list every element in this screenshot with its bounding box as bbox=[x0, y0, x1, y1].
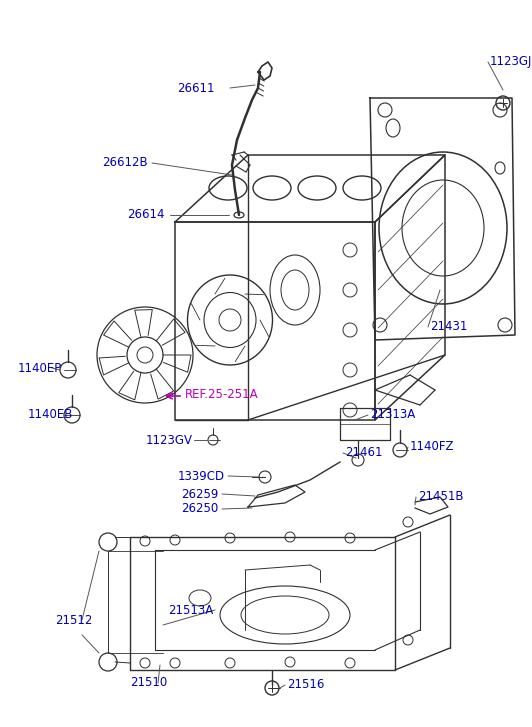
Text: 21461: 21461 bbox=[345, 446, 383, 459]
Text: 1123GJ: 1123GJ bbox=[490, 55, 532, 68]
Text: 21313A: 21313A bbox=[370, 409, 415, 422]
Text: 21431: 21431 bbox=[430, 321, 468, 334]
Text: 1140FZ: 1140FZ bbox=[410, 441, 454, 454]
Text: 1140EB: 1140EB bbox=[28, 409, 73, 422]
Text: 26259: 26259 bbox=[181, 488, 218, 500]
Text: 26612B: 26612B bbox=[102, 156, 148, 169]
Text: 26614: 26614 bbox=[128, 209, 165, 222]
Text: 1123GV: 1123GV bbox=[146, 433, 193, 446]
Text: 21516: 21516 bbox=[287, 678, 325, 691]
Text: 21510: 21510 bbox=[130, 677, 167, 689]
Text: 21513A: 21513A bbox=[168, 603, 213, 616]
Text: 1339CD: 1339CD bbox=[178, 470, 225, 483]
Text: 26250: 26250 bbox=[181, 502, 218, 515]
Text: 26611: 26611 bbox=[178, 81, 215, 95]
Text: REF.25-251A: REF.25-251A bbox=[185, 388, 259, 401]
Text: 1140EP: 1140EP bbox=[18, 361, 62, 374]
Text: 21451B: 21451B bbox=[418, 491, 463, 504]
Text: 21512: 21512 bbox=[55, 614, 93, 627]
